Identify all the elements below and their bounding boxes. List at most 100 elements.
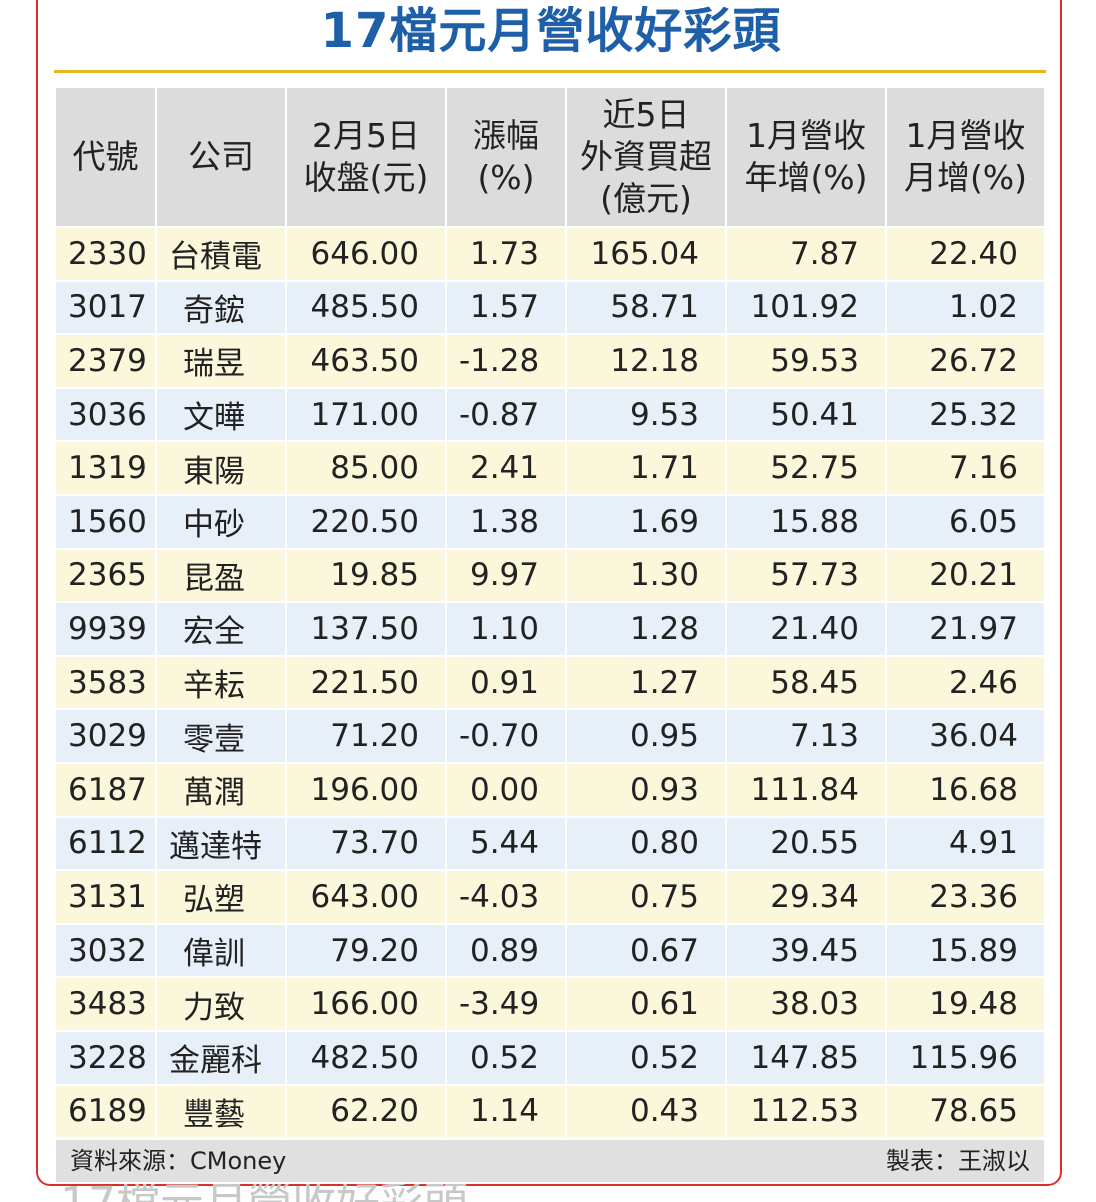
header-revenue-mom: 1月營收 月增(%)	[886, 88, 1044, 227]
cell-revenue-yoy: 29.34	[726, 869, 887, 924]
cell-company: 力致	[156, 976, 287, 1031]
table-row: 3483 力致 166.00 -3.49 0.61 38.03 19.48	[56, 976, 1044, 1031]
cell-company: 金麗科	[156, 1029, 287, 1085]
table-row: 6189 豐藝 62.20 1.14 0.43 112.53 78.65	[56, 1083, 1044, 1138]
cell-company: 文曄	[156, 386, 287, 442]
cell-close-price: 482.50	[286, 1029, 447, 1085]
cell-code: 2330	[56, 226, 157, 281]
cell-foreign-net-buy: 1.27	[566, 654, 727, 710]
cell-code: 9939	[56, 601, 157, 656]
cell-company: 辛耘	[156, 654, 287, 710]
cell-code: 3017	[56, 279, 157, 335]
cell-code: 3029	[56, 708, 157, 763]
cell-foreign-net-buy: 0.52	[566, 1029, 727, 1085]
cell-revenue-yoy: 147.85	[726, 1029, 887, 1085]
cell-close-price: 643.00	[286, 869, 447, 924]
cell-change-pct: 1.10	[446, 601, 567, 656]
cell-revenue-mom: 78.65	[886, 1083, 1044, 1138]
cell-close-price: 85.00	[286, 440, 447, 495]
cell-foreign-net-buy: 0.75	[566, 869, 727, 924]
cell-foreign-net-buy: 0.80	[566, 815, 727, 871]
cell-code: 2365	[56, 547, 157, 603]
ghost-title-reflection: 17檔元月營收好彩頭	[60, 1184, 468, 1202]
cell-foreign-net-buy: 1.71	[566, 440, 727, 495]
table-footer: 資料來源：CMoney 製表：王淑以	[56, 1140, 1044, 1182]
cell-close-price: 220.50	[286, 493, 447, 549]
cell-code: 3036	[56, 386, 157, 442]
cell-revenue-mom: 23.36	[886, 869, 1044, 924]
table-row: 1560 中砂 220.50 1.38 1.69 15.88 6.05	[56, 493, 1044, 549]
cell-revenue-yoy: 38.03	[726, 976, 887, 1031]
cell-close-price: 171.00	[286, 386, 447, 442]
cell-code: 3131	[56, 869, 157, 924]
cell-close-price: 62.20	[286, 1083, 447, 1138]
table-row: 2330 台積電 646.00 1.73 165.04 7.87 22.40	[56, 226, 1044, 281]
table-row: 6112 邁達特 73.70 5.44 0.80 20.55 4.91	[56, 815, 1044, 871]
cell-foreign-net-buy: 0.67	[566, 922, 727, 978]
cell-close-price: 463.50	[286, 333, 447, 388]
cell-change-pct: 0.52	[446, 1029, 567, 1085]
cell-code: 1560	[56, 493, 157, 549]
header-close-price: 2月5日 收盤(元)	[286, 88, 447, 227]
cell-foreign-net-buy: 165.04	[566, 226, 727, 281]
cell-revenue-yoy: 7.13	[726, 708, 887, 763]
cell-revenue-yoy: 20.55	[726, 815, 887, 871]
cell-change-pct: 1.14	[446, 1083, 567, 1138]
cell-revenue-mom: 19.48	[886, 976, 1044, 1031]
table-row: 3131 弘塑 643.00 -4.03 0.75 29.34 23.36	[56, 869, 1044, 924]
table-row: 3029 零壹 71.20 -0.70 0.95 7.13 36.04	[56, 708, 1044, 763]
cell-revenue-yoy: 57.73	[726, 547, 887, 603]
cell-close-price: 221.50	[286, 654, 447, 710]
table-row: 2379 瑞昱 463.50 -1.28 12.18 59.53 26.72	[56, 333, 1044, 388]
cell-revenue-mom: 7.16	[886, 440, 1044, 495]
cell-company: 中砂	[156, 493, 287, 549]
cell-change-pct: 1.38	[446, 493, 567, 549]
cell-company: 零壹	[156, 708, 287, 763]
cell-revenue-mom: 115.96	[886, 1029, 1044, 1085]
header-foreign-net-buy: 近5日 外資買超 (億元)	[566, 88, 727, 227]
table-header-row: 代號 公司 2月5日 收盤(元) 漲幅 (%) 近5日 外資買超 (億元) 1月營收 年增…	[56, 88, 1044, 227]
cell-revenue-yoy: 15.88	[726, 493, 887, 549]
table-row: 6187 萬潤 196.00 0.00 0.93 111.84 16.68	[56, 761, 1044, 817]
cell-close-price: 485.50	[286, 279, 447, 335]
table-row: 2365 昆盈 19.85 9.97 1.30 57.73 20.21	[56, 547, 1044, 603]
table-row: 3583 辛耘 221.50 0.91 1.27 58.45 2.46	[56, 654, 1044, 710]
cell-close-price: 137.50	[286, 601, 447, 656]
cell-revenue-mom: 15.89	[886, 922, 1044, 978]
cell-code: 3483	[56, 976, 157, 1031]
cell-foreign-net-buy: 1.30	[566, 547, 727, 603]
cell-code: 6189	[56, 1083, 157, 1138]
cell-revenue-mom: 22.40	[886, 226, 1044, 281]
page-title: 17檔元月營收好彩頭	[320, 3, 782, 59]
cell-revenue-yoy: 58.45	[726, 654, 887, 710]
cell-code: 3583	[56, 654, 157, 710]
cell-revenue-mom: 16.68	[886, 761, 1044, 817]
cell-company: 萬潤	[156, 761, 287, 817]
cell-revenue-mom: 25.32	[886, 386, 1044, 442]
cell-revenue-mom: 21.97	[886, 601, 1044, 656]
cell-foreign-net-buy: 0.43	[566, 1083, 727, 1138]
title-divider	[54, 70, 1046, 73]
cell-foreign-net-buy: 12.18	[566, 333, 727, 388]
cell-company: 邁達特	[156, 815, 287, 871]
header-revenue-yoy: 1月營收 年增(%)	[726, 88, 887, 227]
cell-company: 弘塑	[156, 869, 287, 924]
cell-foreign-net-buy: 9.53	[566, 386, 727, 442]
cell-revenue-mom: 1.02	[886, 279, 1044, 335]
cell-company: 瑞昱	[156, 333, 287, 388]
cell-code: 3032	[56, 922, 157, 978]
cell-revenue-yoy: 59.53	[726, 333, 887, 388]
table-row: 3228 金麗科 482.50 0.52 0.52 147.85 115.96	[56, 1029, 1044, 1085]
revenue-table: 代號 公司 2月5日 收盤(元) 漲幅 (%) 近5日 外資買超 (億元) 1月營收 年增…	[56, 88, 1044, 1138]
cell-revenue-yoy: 21.40	[726, 601, 887, 656]
cell-revenue-mom: 2.46	[886, 654, 1044, 710]
cell-revenue-yoy: 111.84	[726, 761, 887, 817]
cell-close-price: 646.00	[286, 226, 447, 281]
cell-change-pct: 1.57	[446, 279, 567, 335]
cell-close-price: 71.20	[286, 708, 447, 763]
cell-revenue-mom: 20.21	[886, 547, 1044, 603]
cell-change-pct: 0.91	[446, 654, 567, 710]
table-body: 2330 台積電 646.00 1.73 165.04 7.87 22.40 3017 奇鋐 48…	[56, 226, 1044, 1138]
cell-revenue-mom: 6.05	[886, 493, 1044, 549]
cell-change-pct: 1.73	[446, 226, 567, 281]
